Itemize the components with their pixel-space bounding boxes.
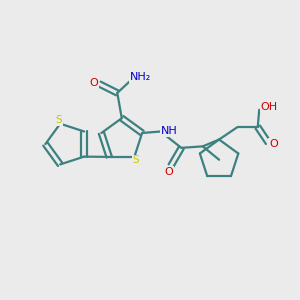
Text: S: S — [133, 155, 139, 166]
Text: O: O — [164, 167, 173, 177]
Text: NH: NH — [160, 127, 177, 136]
Text: NH₂: NH₂ — [130, 73, 151, 82]
Text: O: O — [89, 77, 98, 88]
Text: O: O — [269, 139, 278, 149]
Text: OH: OH — [260, 102, 277, 112]
Text: S: S — [56, 115, 62, 125]
